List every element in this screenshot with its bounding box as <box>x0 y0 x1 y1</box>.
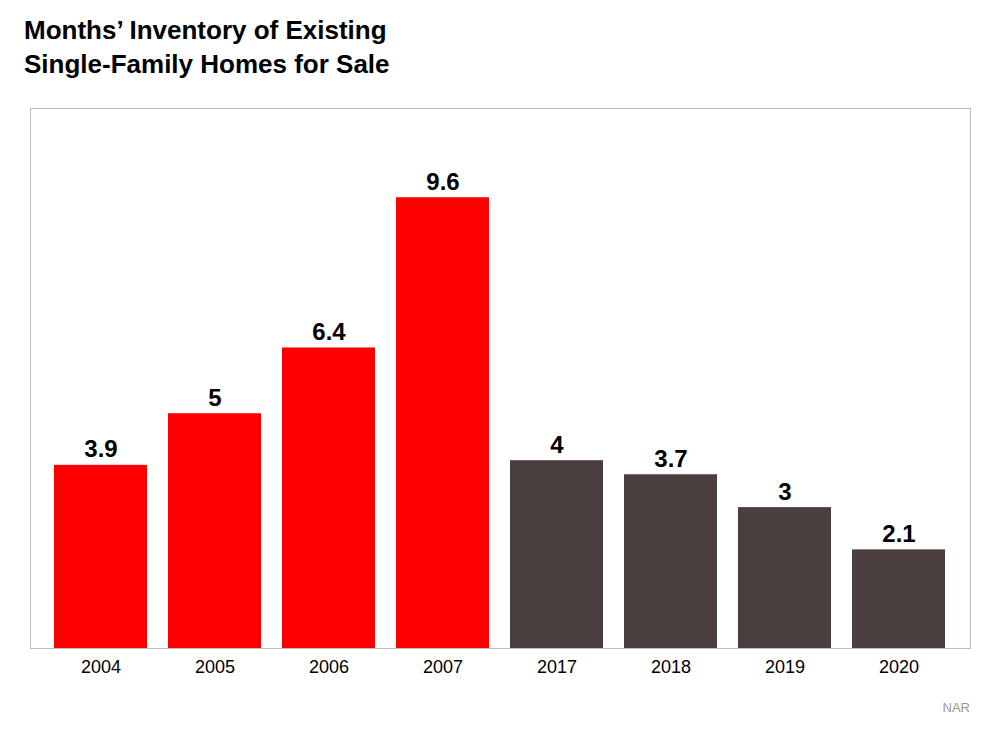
svg-text:6.4: 6.4 <box>312 318 346 345</box>
svg-text:2020: 2020 <box>879 657 919 677</box>
svg-text:2.1: 2.1 <box>882 519 915 546</box>
svg-text:2006: 2006 <box>309 657 349 677</box>
html-text:Single-Family Homes for Sale: Single-Family Homes for Sale <box>24 48 390 79</box>
svg-text:2005: 2005 <box>195 657 235 677</box>
svg-text:9.6: 9.6 <box>426 167 459 194</box>
svg-text:2017: 2017 <box>537 657 577 677</box>
svg-text:2004: 2004 <box>81 657 121 677</box>
svg-text:5: 5 <box>208 383 221 410</box>
svg-text:2007: 2007 <box>423 657 463 677</box>
svg-text:2018: 2018 <box>651 657 691 677</box>
html-text:NAR: NAR <box>942 699 970 715</box>
svg-text:2019: 2019 <box>765 657 805 677</box>
svg-text:3.9: 3.9 <box>84 435 117 462</box>
svg-text:3: 3 <box>778 477 791 504</box>
svg-text:3.7: 3.7 <box>654 444 687 471</box>
html-text:Months’ Inventory of Existing: Months’ Inventory of Existing <box>24 15 387 45</box>
svg-text:4: 4 <box>550 430 564 457</box>
